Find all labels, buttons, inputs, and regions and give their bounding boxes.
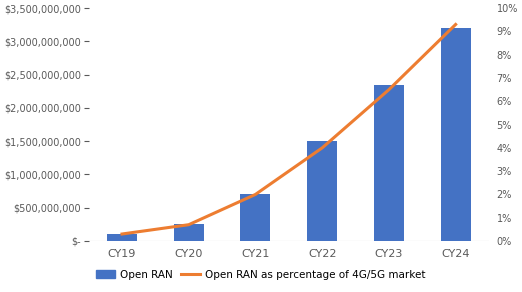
Bar [441, 28, 471, 241]
Legend: Open RAN, Open RAN as percentage of 4G/5G market: Open RAN, Open RAN as percentage of 4G/5… [92, 265, 430, 284]
Bar [107, 234, 137, 241]
Bar [241, 194, 270, 241]
Bar [307, 141, 337, 241]
Bar [174, 224, 204, 241]
Bar [374, 85, 404, 241]
